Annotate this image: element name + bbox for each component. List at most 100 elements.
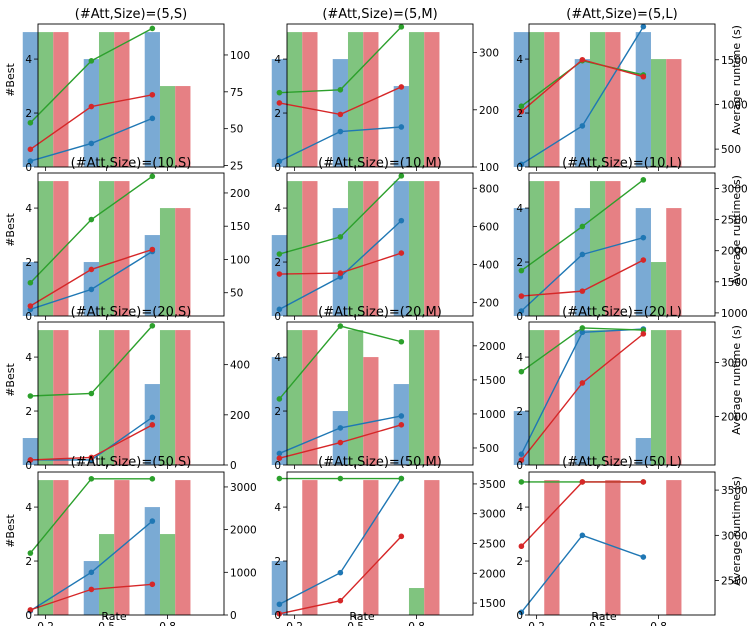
right-tick-label: 3000: [479, 509, 506, 521]
red-point-0.2: [276, 100, 283, 106]
right-tick-label: 200: [479, 105, 499, 117]
green-point-0.8: [149, 25, 156, 32]
red-bar-0.2: [53, 330, 69, 465]
left-tick-label: 0: [516, 162, 523, 174]
subplot-10: (#Att,Size)=(50,S) 0 2 4 0 1000 2000 3000 0.2 0.5…: [25, 455, 256, 626]
right-tick-label: 1500: [721, 277, 748, 289]
red-bar-0.5: [605, 32, 621, 167]
right-tick-label: 150: [230, 221, 250, 233]
subplot-title: (#Att,Size)=(50,M): [318, 455, 442, 470]
green-bar-0.2: [529, 330, 545, 465]
green-bar-0.5: [589, 330, 606, 465]
left-tick-label: 2: [25, 406, 32, 418]
green-point-0.2: [27, 279, 34, 286]
x-tick-label: 0.8: [408, 621, 425, 626]
blue-point-0.5: [88, 140, 95, 147]
red-point-0.8: [149, 246, 156, 253]
right-tick-label: 75: [230, 87, 243, 99]
red-bar-0.8: [666, 330, 682, 465]
blue-point-0.8: [640, 234, 647, 241]
right-tick-label: 3500: [479, 479, 506, 491]
green-bar-0.2: [529, 181, 545, 316]
blue-point-0.2: [27, 158, 34, 164]
x-tick-label: 0.2: [286, 621, 303, 626]
blue-bar-0.2: [513, 208, 529, 316]
right-tick-label: 500: [479, 443, 499, 455]
blue-point-0.8: [149, 414, 156, 421]
green-bar-0.5: [98, 534, 115, 615]
green-bar-0.8: [408, 330, 425, 465]
left-tick-label: 4: [516, 352, 523, 364]
green-point-0.2: [276, 475, 283, 482]
red-point-0.8: [640, 479, 647, 485]
subplot-1: (#Att,Size)=(5,S) 0 2 4 25 50 75 100: [22, 7, 250, 174]
green-point-0.5: [579, 223, 586, 230]
subplot-4: (#Att,Size)=(10,S) 0 2 4 50 100 150 200: [22, 156, 250, 323]
subplot-12: (#Att,Size)=(50,L) 0 2 4 2500 3000 3500 0.2 0.5 0…: [516, 455, 747, 626]
x-tick-label: 0.5: [98, 621, 115, 626]
subplot-6: (#Att,Size)=(10,L) 0 2 4 1000 1500 2000 2500 300…: [513, 156, 748, 323]
left-ylabel-row3: #Best: [4, 363, 17, 397]
blue-bar-0.5: [83, 59, 99, 167]
green-bar-0.8: [408, 32, 425, 167]
blue-point-0.5: [88, 569, 95, 576]
red-point-0.8: [149, 91, 156, 98]
right-tick-label: 800: [479, 183, 499, 195]
red-point-0.8: [398, 533, 405, 540]
red-bar-0.5: [114, 32, 130, 167]
right-tick-label: 3000: [230, 482, 257, 494]
red-bar-0.2: [302, 480, 318, 615]
x-tick-label: 0.5: [347, 621, 364, 626]
green-bar-0.8: [159, 330, 176, 465]
blue-bar-0.2: [22, 32, 38, 167]
right-tick-label: 1500: [721, 55, 748, 67]
green-point-0.2: [276, 396, 283, 402]
green-bar-0.8: [408, 181, 425, 316]
subplot-title: (#Att,Size)=(20,S): [71, 305, 192, 320]
green-point-0.5: [337, 234, 344, 240]
red-point-0.5: [337, 111, 344, 118]
left-tick-label: 4: [25, 203, 32, 215]
axes-frame: [528, 471, 716, 616]
left-tick-label: 4: [274, 352, 281, 364]
blue-point-0.5: [88, 286, 95, 293]
green-point-0.2: [518, 267, 525, 274]
left-tick-label: 4: [274, 203, 281, 215]
red-bar-0.8: [424, 181, 440, 316]
blue-line: [279, 478, 402, 605]
blue-bar-0.8: [144, 507, 160, 615]
red-bar-0.5: [363, 480, 379, 615]
red-point-0.2: [518, 293, 525, 299]
right-tick-label: 2500: [721, 576, 748, 588]
subplot-title: (#Att,Size)=(10,M): [318, 156, 442, 171]
green-point-0.5: [579, 325, 586, 331]
blue-bar-0.2: [513, 32, 529, 167]
right-tick-label: 2000: [230, 525, 257, 537]
blue-point-0.2: [276, 601, 283, 608]
right-ylabel-row2: Average runtime (s): [730, 175, 743, 285]
left-tick-label: 0: [516, 610, 523, 622]
green-bar-0.8: [159, 534, 176, 615]
axes-frame: [528, 172, 716, 317]
subplot-title: (#Att,Size)=(50,S): [71, 455, 192, 470]
right-tick-label: 2000: [721, 246, 748, 258]
green-point-0.5: [88, 390, 95, 397]
red-point-0.5: [337, 597, 344, 604]
red-bar-0.8: [424, 480, 440, 615]
right-tick-label: 50: [230, 288, 243, 300]
subplot-title: (#Att,Size)=(50,L): [562, 455, 682, 470]
red-bar-0.8: [175, 208, 191, 316]
left-tick-label: 2: [25, 257, 32, 269]
green-bar-0.2: [38, 181, 54, 316]
red-point-0.8: [640, 73, 647, 80]
left-tick-label: 0: [25, 311, 32, 323]
right-tick-label: 100: [230, 50, 250, 62]
left-tick-label: 4: [25, 352, 32, 364]
red-point-0.8: [640, 331, 647, 337]
xlabel-col2: Rate: [349, 610, 374, 623]
red-point-0.2: [276, 611, 283, 617]
blue-point-0.8: [398, 124, 405, 130]
red-point-0.5: [88, 103, 95, 110]
subplot-title: (#Att,Size)=(5,L): [566, 7, 677, 22]
blue-bar-0.2: [513, 411, 529, 465]
